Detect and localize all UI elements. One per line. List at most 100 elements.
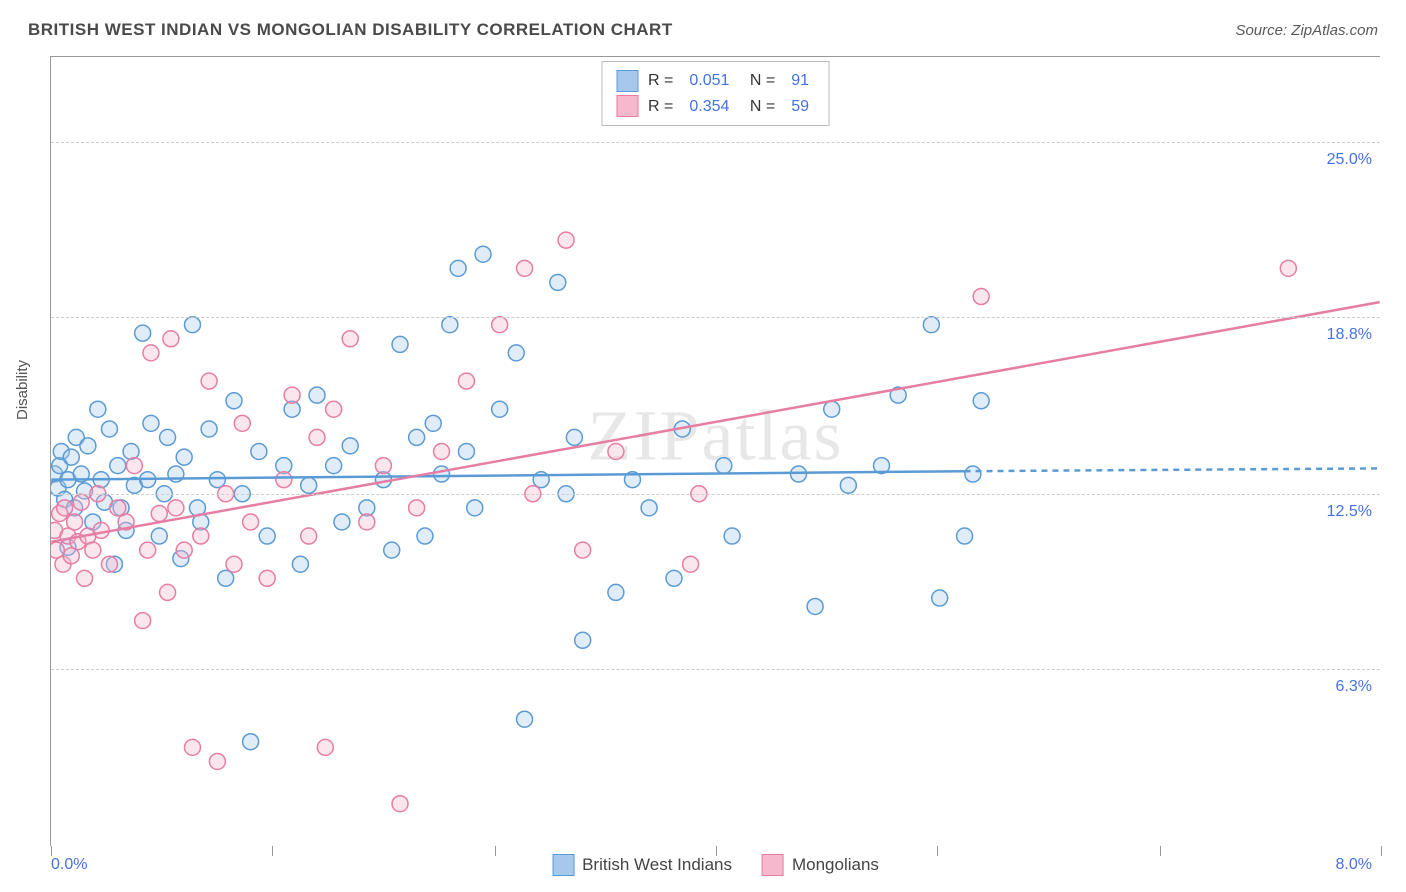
scatter-point <box>973 393 989 409</box>
scatter-point <box>259 528 275 544</box>
scatter-point <box>123 444 139 460</box>
scatter-point <box>67 514 83 530</box>
x-axis-min-label: 0.0% <box>51 856 87 874</box>
scatter-point <box>85 542 101 558</box>
x-tick <box>51 846 52 856</box>
scatter-point <box>923 317 939 333</box>
scatter-point <box>450 260 466 276</box>
scatter-point <box>160 429 176 445</box>
legend-swatch <box>616 95 638 117</box>
scatter-point <box>309 387 325 403</box>
legend-stat-row: R =0.354 N =59 <box>616 94 815 120</box>
x-tick <box>495 846 496 856</box>
x-tick <box>1160 846 1161 856</box>
chart-header: BRITISH WEST INDIAN VS MONGOLIAN DISABIL… <box>0 0 1406 48</box>
legend-n-label: N = <box>745 68 775 94</box>
scatter-point <box>608 444 624 460</box>
legend-r-value: 0.354 <box>689 94 729 120</box>
legend-stat-row: R = 0.051 N = 91 <box>616 68 815 94</box>
scatter-point <box>434 444 450 460</box>
legend-r-label: R = <box>648 94 673 120</box>
scatter-point <box>716 458 732 474</box>
scatter-point <box>409 429 425 445</box>
scatter-point <box>163 331 179 347</box>
legend-swatch <box>762 854 784 876</box>
trend-line-extension <box>965 468 1380 471</box>
scatter-point <box>824 401 840 417</box>
scatter-point <box>209 472 225 488</box>
legend-n-value: 91 <box>791 68 809 94</box>
scatter-point <box>965 466 981 482</box>
scatter-point <box>342 331 358 347</box>
scatter-point <box>973 289 989 305</box>
scatter-point <box>101 556 117 572</box>
scatter-point <box>243 734 259 750</box>
legend-series-item: Mongolians <box>762 854 879 876</box>
legend-series: British West Indians Mongolians <box>542 854 889 876</box>
legend-swatch <box>616 70 638 92</box>
legend-r-value: 0.051 <box>689 68 729 94</box>
scatter-point <box>209 753 225 769</box>
gridline <box>51 669 1380 670</box>
scatter-point <box>317 739 333 755</box>
scatter-point <box>417 528 433 544</box>
scatter-point <box>458 444 474 460</box>
scatter-point <box>143 415 159 431</box>
scatter-point <box>301 528 317 544</box>
scatter-point <box>234 415 250 431</box>
legend-stats: R = 0.051 N = 91R = 0.354 N = 59 <box>601 61 830 126</box>
scatter-point <box>425 415 441 431</box>
scatter-point <box>90 401 106 417</box>
scatter-point <box>575 542 591 558</box>
scatter-point <box>301 477 317 493</box>
scatter-point <box>342 438 358 454</box>
scatter-point <box>168 500 184 516</box>
scatter-point <box>409 500 425 516</box>
scatter-point <box>326 458 342 474</box>
chart-area: ZIPatlas R =0.051 N =91R =0.354 N =59 Br… <box>50 56 1380 846</box>
scatter-point <box>608 584 624 600</box>
scatter-point <box>508 345 524 361</box>
scatter-point <box>375 458 391 474</box>
scatter-point <box>110 458 126 474</box>
y-tick-label: 25.0% <box>1327 151 1372 169</box>
scatter-point <box>80 438 96 454</box>
legend-series-label: British West Indians <box>582 855 732 875</box>
gridline <box>51 494 1380 495</box>
y-tick-label: 18.8% <box>1327 326 1372 344</box>
scatter-point <box>193 528 209 544</box>
scatter-point <box>259 570 275 586</box>
scatter-point <box>492 317 508 333</box>
scatter-point <box>492 401 508 417</box>
trend-line <box>51 471 964 479</box>
scatter-point <box>517 711 533 727</box>
scatter-point <box>359 514 375 530</box>
scatter-point <box>143 345 159 361</box>
scatter-point <box>932 590 948 606</box>
scatter-point <box>151 528 167 544</box>
scatter-point <box>517 260 533 276</box>
scatter-point <box>309 429 325 445</box>
scatter-point <box>151 506 167 522</box>
scatter-point <box>641 500 657 516</box>
scatter-point <box>957 528 973 544</box>
scatter-point <box>176 449 192 465</box>
scatter-point <box>276 472 292 488</box>
scatter-point <box>57 500 73 516</box>
scatter-point <box>292 556 308 572</box>
scatter-point <box>93 522 109 538</box>
scatter-point <box>392 336 408 352</box>
legend-series-label: Mongolians <box>792 855 879 875</box>
scatter-point <box>467 500 483 516</box>
x-tick <box>937 846 938 856</box>
x-tick <box>272 846 273 856</box>
legend-n-value: 59 <box>791 94 809 120</box>
scatter-point <box>184 739 200 755</box>
gridline <box>51 317 1380 318</box>
scatter-point <box>184 317 200 333</box>
scatter-point <box>442 317 458 333</box>
scatter-point <box>558 232 574 248</box>
legend-r-label: R = <box>648 68 673 94</box>
scatter-point <box>135 613 151 629</box>
scatter-point <box>101 421 117 437</box>
